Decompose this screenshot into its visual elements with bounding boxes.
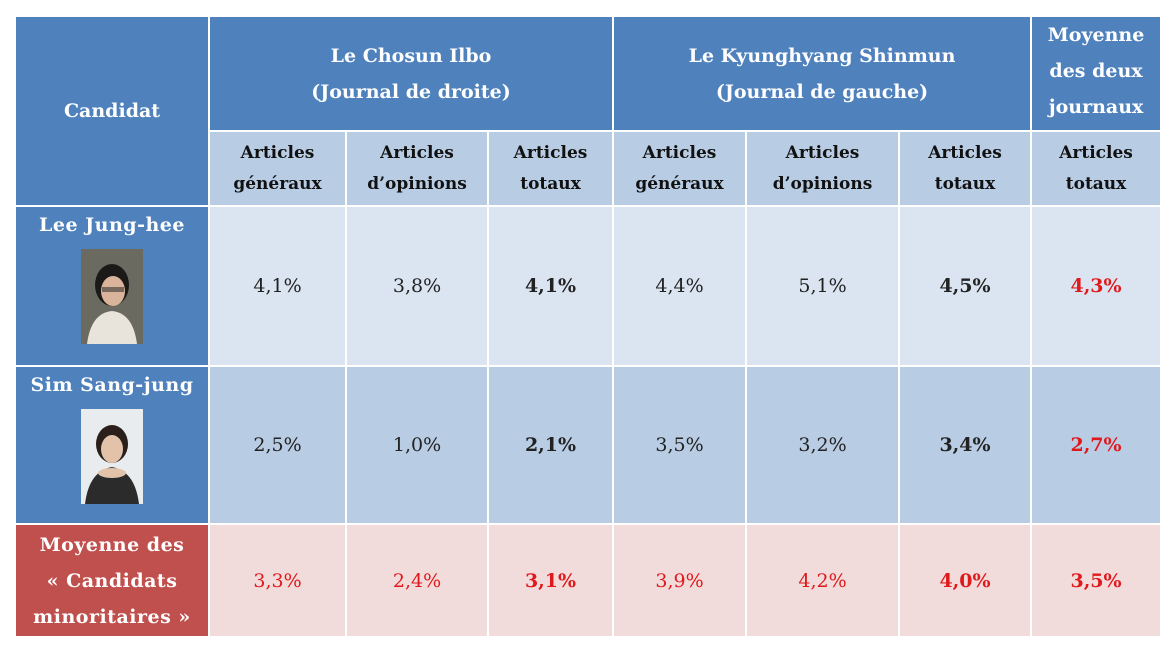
text-line: totaux (1032, 169, 1160, 200)
text-line: Articles (347, 138, 487, 169)
value-cell: 1,0% (346, 366, 488, 524)
value-cell: 5,1% (746, 206, 899, 366)
text-line: Sim Sang-jung (16, 367, 208, 403)
header-cell: Candidat (15, 16, 209, 206)
text-line: (Journal de droite) (210, 74, 612, 110)
value-cell: 4,3% (1031, 206, 1161, 366)
text-line: des deux (1032, 53, 1160, 89)
text-line: Articles (614, 138, 745, 169)
candidate-photo (81, 249, 143, 344)
page: CandidatLe Chosun Ilbo(Journal de droite… (0, 0, 1167, 646)
text-line: Articles (1032, 138, 1160, 169)
text-line: « Candidats (16, 563, 208, 599)
text-line: d’opinions (347, 169, 487, 200)
value-cell: 3,2% (746, 366, 899, 524)
value-cell: 3,9% (613, 524, 746, 637)
value-cell: 4,1% (209, 206, 346, 366)
text-line: Articles (747, 138, 898, 169)
value-cell: 3,4% (899, 366, 1031, 524)
text-line: Le Chosun Ilbo (210, 38, 612, 74)
text-line: Le Kyunghyang Shinmun (614, 38, 1030, 74)
text-line: Lee Jung-hee (16, 207, 208, 243)
value-cell: 3,1% (488, 524, 613, 637)
text-line: d’opinions (747, 169, 898, 200)
value-cell: 3,8% (346, 206, 488, 366)
value-cell: 2,4% (346, 524, 488, 637)
value-cell: 3,5% (613, 366, 746, 524)
text-line: généraux (210, 169, 345, 200)
value-cell: 4,5% (899, 206, 1031, 366)
value-cell: 4,2% (746, 524, 899, 637)
candidate-photo (81, 409, 143, 504)
text-line: totaux (900, 169, 1030, 200)
value-cell: 2,7% (1031, 366, 1161, 524)
text-line: (Journal de gauche) (614, 74, 1030, 110)
text-line: Moyenne des (16, 527, 208, 563)
value-cell: 3,3% (209, 524, 346, 637)
text-line: Articles (210, 138, 345, 169)
text-line: Articles (489, 138, 612, 169)
value-cell: 4,1% (488, 206, 613, 366)
value-cell: 2,1% (488, 366, 613, 524)
text-line: totaux (489, 169, 612, 200)
header-group: Le Chosun Ilbo(Journal de droite) (209, 16, 613, 131)
value-cell: 4,4% (613, 206, 746, 366)
value-cell: 4,0% (899, 524, 1031, 637)
value-cell: 2,5% (209, 366, 346, 524)
value-cell: 3,5% (1031, 524, 1161, 637)
text-line: minoritaires » (16, 599, 208, 635)
text-line: journaux (1032, 89, 1160, 125)
candidate-cell: Lee Jung-hee (15, 206, 209, 366)
text-line: Moyenne (1032, 17, 1160, 53)
candidate-cell: Sim Sang-jung (15, 366, 209, 524)
text-line: Articles (900, 138, 1030, 169)
header-group: Le Kyunghyang Shinmun(Journal de gauche) (613, 16, 1031, 131)
text-line: généraux (614, 169, 745, 200)
